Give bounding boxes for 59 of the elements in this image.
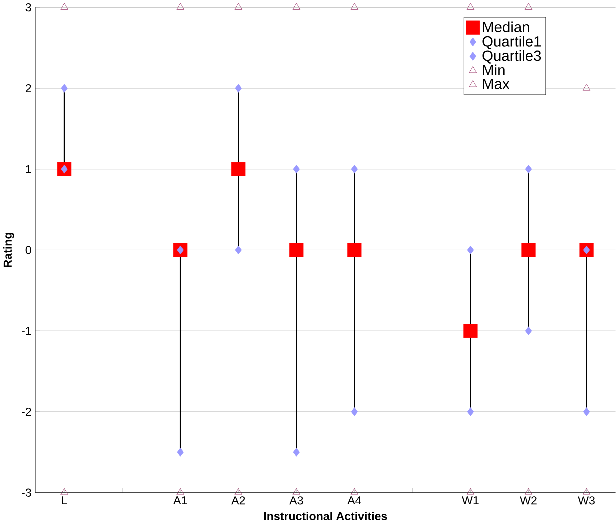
point bbox=[582, 84, 591, 91]
point bbox=[293, 164, 300, 174]
point bbox=[293, 448, 300, 457]
point bbox=[524, 488, 533, 496]
point bbox=[522, 243, 536, 258]
y-tick-label: 2 bbox=[26, 84, 32, 93]
point bbox=[234, 3, 242, 10]
x-tick-label: W2 bbox=[520, 496, 537, 505]
legend-label: Quartile1 bbox=[482, 36, 542, 50]
point bbox=[176, 3, 184, 10]
x-tick-label: L bbox=[62, 496, 68, 505]
x-tick-label: A3 bbox=[290, 496, 304, 505]
x-tick-label: W1 bbox=[462, 496, 479, 505]
legend-label: Quartile3 bbox=[482, 50, 542, 64]
legend-label: Max bbox=[483, 79, 510, 90]
y-axis-title: Rating bbox=[4, 233, 14, 268]
x-axis-title: Instructional Activities bbox=[264, 512, 388, 520]
x-tick-label: A1 bbox=[174, 496, 188, 505]
point bbox=[583, 246, 590, 255]
point bbox=[467, 408, 474, 416]
point bbox=[177, 246, 184, 255]
point bbox=[350, 3, 359, 10]
y-tick-label: -1 bbox=[22, 327, 32, 336]
point bbox=[177, 448, 184, 457]
point bbox=[60, 3, 68, 10]
point bbox=[290, 243, 304, 258]
point bbox=[464, 324, 478, 338]
y-tick-label: 0 bbox=[26, 246, 32, 254]
y-tick-label: 3 bbox=[26, 4, 32, 12]
point bbox=[61, 84, 68, 93]
legend-label: Min bbox=[483, 64, 505, 76]
point bbox=[583, 408, 590, 416]
point bbox=[525, 326, 532, 336]
point bbox=[61, 164, 68, 174]
point bbox=[348, 243, 362, 258]
point bbox=[351, 164, 358, 174]
point bbox=[234, 488, 242, 496]
point bbox=[292, 3, 301, 10]
point bbox=[525, 164, 532, 174]
x-tick-label: A2 bbox=[232, 496, 246, 505]
point bbox=[350, 488, 359, 496]
y-tick-label: 1 bbox=[26, 165, 32, 174]
point bbox=[467, 246, 474, 255]
point bbox=[176, 488, 184, 496]
point bbox=[466, 488, 475, 496]
point bbox=[60, 488, 68, 496]
point bbox=[232, 162, 246, 176]
point bbox=[235, 246, 242, 255]
y-tick-label: -2 bbox=[22, 408, 32, 416]
x-tick-label: A4 bbox=[348, 496, 362, 505]
point bbox=[235, 84, 242, 93]
y-tick-label: -3 bbox=[22, 488, 32, 497]
point bbox=[466, 3, 475, 10]
point bbox=[292, 488, 301, 496]
point bbox=[582, 488, 591, 496]
point bbox=[524, 3, 533, 10]
x-tick-label: W3 bbox=[578, 496, 595, 505]
legend-label: Median bbox=[483, 22, 530, 33]
point bbox=[351, 408, 358, 416]
